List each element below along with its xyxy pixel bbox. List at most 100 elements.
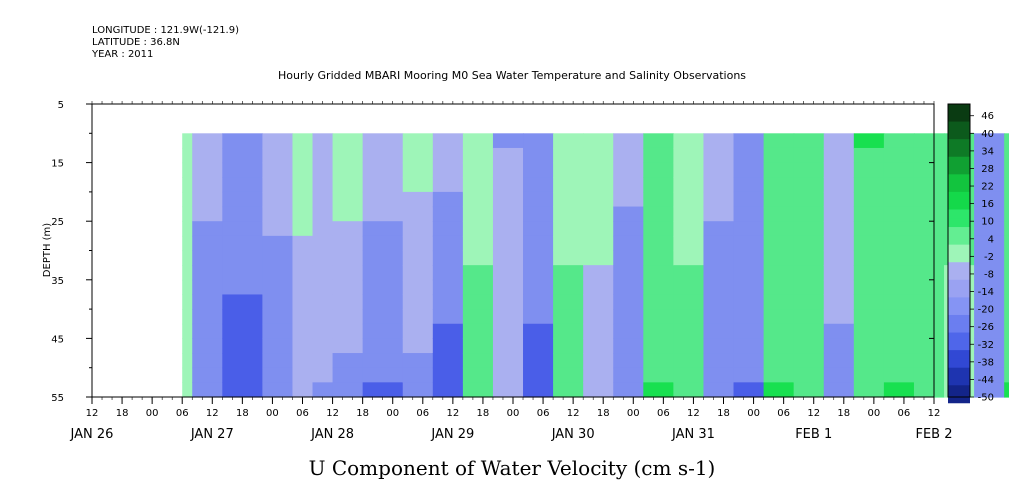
heatmap-cell (883, 367, 915, 383)
heatmap-cell (432, 309, 464, 325)
heatmap-cell (362, 162, 404, 178)
heatmap-cell (793, 353, 825, 369)
heatmap-cell (613, 162, 644, 178)
heatmap-cell (523, 309, 554, 325)
heatmap-cell (362, 177, 404, 193)
heatmap-cell (222, 323, 264, 339)
x-axis-hour-ticks: 12 18 00 06 12 18 00 06 12 18 00 06 12 18 00 06 12 18 00 06… (86, 397, 940, 419)
heatmap-cell (613, 323, 644, 339)
heatmap-cell (462, 353, 494, 369)
heatmap-cell (222, 338, 264, 354)
heatmap-cell (262, 265, 294, 281)
heatmap-cell (492, 367, 524, 383)
heatmap-cell (312, 265, 334, 281)
heatmap-cell (523, 338, 554, 354)
heatmap-cell (883, 162, 915, 178)
x-date-label: JAN 28 (310, 427, 354, 442)
heatmap-cell (703, 323, 735, 339)
heatmap-cell (312, 147, 334, 164)
heatmap-cell (733, 191, 765, 208)
x-hour-label: 18 (717, 408, 730, 419)
heatmap-cell (793, 221, 825, 237)
heatmap-cell (182, 133, 193, 149)
heatmap-cell (883, 133, 915, 149)
heatmap-cell (292, 133, 314, 149)
heatmap-cell (703, 382, 735, 398)
heatmap-cell (362, 367, 404, 383)
colorbar-segment (948, 271, 970, 281)
variable-label: U Component of Water Velocity (cm s-1) (309, 456, 716, 480)
x-hour-label: 12 (567, 408, 580, 419)
x-hour-label: 00 (266, 408, 279, 419)
heatmap-cell (462, 294, 494, 310)
heatmap-cell (913, 294, 945, 310)
heatmap-cell (222, 235, 264, 252)
heatmap-cell (703, 221, 735, 237)
heatmap-cell (853, 294, 885, 310)
colorbar-segment (948, 376, 970, 386)
heatmap-cell (793, 177, 825, 193)
heatmap-cell (883, 177, 915, 193)
heatmap-cell (432, 338, 464, 354)
heatmap-cell (362, 382, 404, 398)
heatmap-cell (312, 323, 334, 339)
heatmap-cell (362, 309, 404, 325)
heatmap-cell (583, 177, 614, 193)
heatmap-cell (222, 147, 264, 164)
heatmap-cell (462, 265, 494, 281)
heatmap-cell (462, 162, 494, 178)
heatmap-cell (763, 309, 795, 325)
heatmap-cell (292, 177, 314, 193)
heatmap-cell (823, 162, 855, 178)
x-hour-label: 12 (687, 408, 700, 419)
heatmap-cell (643, 235, 674, 252)
heatmap-cell (523, 191, 554, 208)
heatmap-cell (362, 250, 404, 266)
x-date-label: FEB 2 (915, 427, 952, 442)
heatmap-cell (332, 309, 364, 325)
heatmap-cell (763, 191, 795, 208)
heatmap-cell (673, 367, 705, 383)
heatmap-cell (182, 265, 193, 281)
heatmap-cell (793, 133, 825, 149)
heatmap-cell (402, 147, 434, 164)
heatmap-cell (362, 338, 404, 354)
heatmap-cell (733, 250, 765, 266)
heatmap-cell (733, 279, 765, 296)
heatmap-cell (823, 265, 855, 281)
heatmap-cell (703, 206, 735, 222)
heatmap-cell (763, 221, 795, 237)
heatmap-cell (853, 177, 885, 193)
heatmap-cell (613, 382, 644, 398)
colorbar-segment (948, 227, 970, 237)
colorbar-segment (948, 183, 970, 193)
heatmap-cell (883, 279, 915, 296)
heatmap-cell (312, 279, 334, 296)
heatmap-cell (432, 133, 464, 149)
heatmap-cell (823, 191, 855, 208)
heatmap-cell (462, 382, 494, 398)
heatmap-cell (192, 206, 223, 222)
heatmap-cell (733, 221, 765, 237)
heatmap-cell (643, 250, 674, 266)
colorbar-segment (948, 218, 970, 228)
heatmap-cell (673, 235, 705, 252)
heatmap-cell (192, 133, 223, 149)
heatmap-cell (583, 338, 614, 354)
heatmap-cell (974, 353, 1005, 369)
latitude-label: LATITUDE : 36.8N (92, 37, 180, 48)
heatmap-cell (733, 353, 765, 369)
heatmap-cell (332, 250, 364, 266)
heatmap-cell (432, 382, 464, 398)
heatmap-cell (913, 353, 945, 369)
x-hour-label: 00 (747, 408, 760, 419)
heatmap-cell (432, 177, 464, 193)
heatmap-cell (763, 250, 795, 266)
heatmap-cell (643, 191, 674, 208)
heatmap-cell (883, 294, 915, 310)
x-hour-label: 12 (807, 408, 820, 419)
heatmap-cell (192, 279, 223, 296)
x-hour-label: 06 (176, 408, 189, 419)
heatmap-cell (492, 133, 524, 149)
heatmap-cell (913, 367, 945, 383)
